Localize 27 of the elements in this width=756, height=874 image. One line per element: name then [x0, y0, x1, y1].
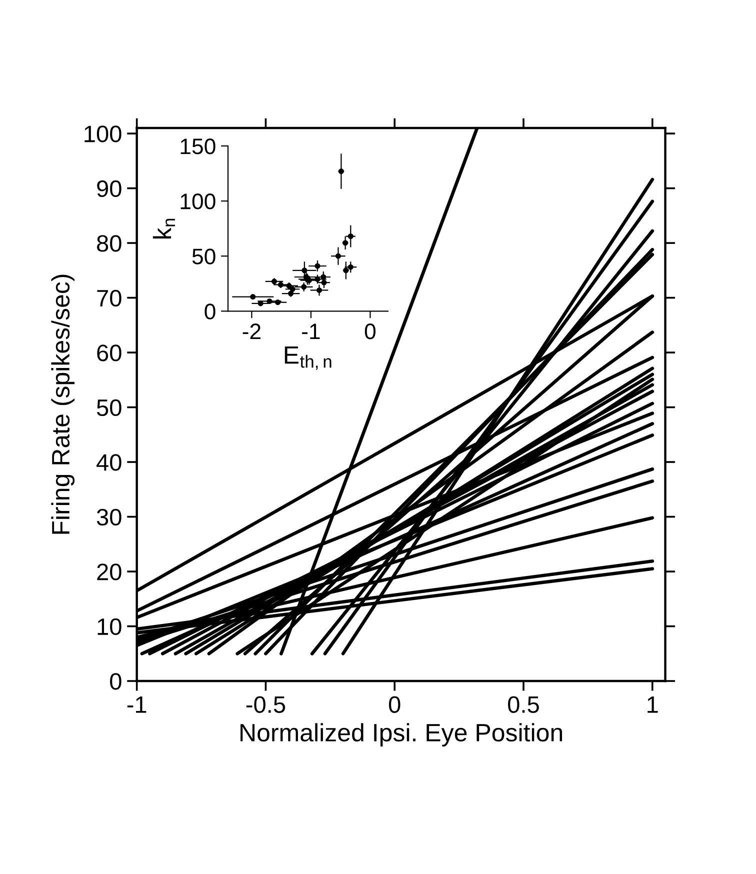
- y-axis-title: Firing Rate (spikes/sec): [51, 274, 75, 534]
- x-axis-title: E$_{th,n}$: [284, 346, 332, 370]
- x-tick-label: 0.5: [508, 696, 539, 713]
- x-tick-label: -1: [302, 324, 320, 340]
- y-tick-label: 80: [97, 235, 122, 252]
- y-tick-label: 150: [180, 138, 216, 154]
- y-tick-label: 10: [98, 618, 122, 636]
- y-axis-title: k$_{n}$: [152, 218, 175, 238]
- y-tick-label: 40: [96, 454, 122, 471]
- y-tick-label: 0: [204, 304, 216, 320]
- y-tick-label: 0: [110, 673, 122, 690]
- x-tick-label: 0: [364, 324, 376, 340]
- x-axis-title: Normalized Ipsi. Eye Position: [240, 723, 562, 746]
- y-tick-label: 20: [97, 564, 122, 580]
- x-tick-label: -2: [242, 324, 260, 340]
- y-tick-label: 50: [96, 399, 122, 416]
- x-tick-label: -1: [127, 696, 146, 713]
- y-tick-label: 50: [192, 248, 216, 264]
- y-tick-label: 30: [96, 508, 122, 526]
- y-tick-label: 70: [97, 290, 122, 307]
- x-tick-label: 1: [648, 696, 658, 713]
- x-tick-label: 0: [388, 696, 400, 713]
- y-tick-label: 90: [97, 180, 122, 198]
- y-tick-label: 100: [180, 194, 216, 210]
- y-tick-label: 100: [84, 126, 122, 142]
- y-tick-label: 60: [97, 344, 122, 362]
- x-tick-label: -0.5: [246, 696, 286, 713]
